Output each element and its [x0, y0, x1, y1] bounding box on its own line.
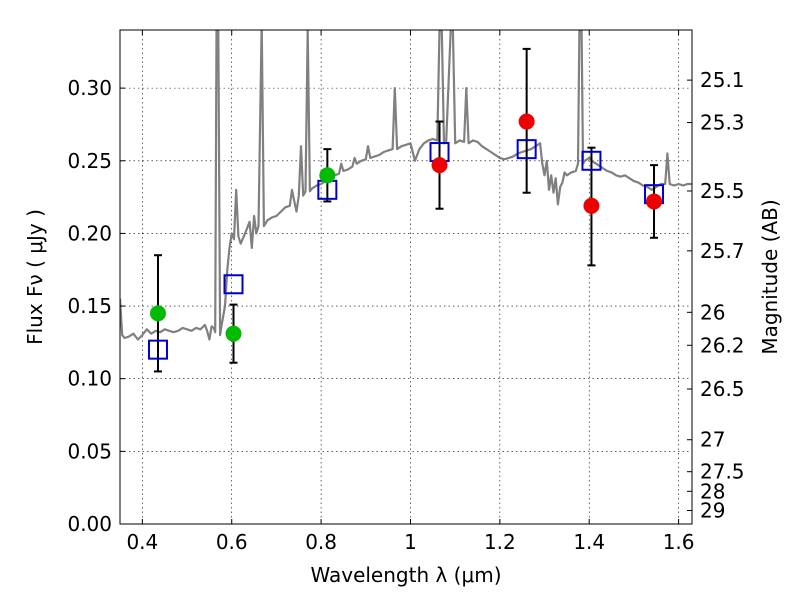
mag-tick-label: 26.2 — [700, 333, 745, 357]
observed-flux-point — [149, 305, 166, 322]
observed-flux-point — [518, 113, 535, 130]
y-tick-label: 0.20 — [67, 221, 112, 245]
y-tick-label: 0.10 — [67, 367, 112, 391]
mag-tick-label: 29 — [700, 498, 725, 522]
model-photometry-square — [516, 139, 537, 160]
y-tick-label: 0.25 — [67, 149, 112, 173]
x-tick-label: 1.6 — [663, 530, 695, 554]
axes: 0.4 0.6 0.8 1 1.2 1.4 1.6 0.00 0.05 0.10 0.15 0.20 0… — [67, 30, 745, 554]
observed-flux-point — [583, 197, 600, 214]
x-tick-label: 1.4 — [573, 530, 605, 554]
grid — [120, 30, 692, 525]
observed-flux-point — [225, 325, 242, 342]
mag-tick-label: 28 — [700, 479, 725, 503]
x-tick-label: 0.6 — [216, 530, 248, 554]
mag-tick-label: 26.5 — [700, 377, 745, 401]
y-tick-label: 0.30 — [67, 76, 112, 100]
y-tick-label: 0.15 — [67, 294, 112, 318]
mag-tick-label: 25.5 — [700, 179, 745, 203]
spectrum-line — [120, 30, 692, 341]
mag-tick-label: 27.5 — [700, 460, 745, 484]
x-tick-label: 1 — [404, 530, 417, 554]
mag-tick-label: 25.7 — [700, 239, 745, 263]
x-tick-label: 1.2 — [484, 530, 516, 554]
observed-flux-point — [646, 193, 663, 210]
mag-tick-label: 27 — [700, 428, 725, 452]
plot-data — [120, 30, 692, 373]
observed-flux-point — [319, 167, 336, 184]
x-tick-label: 0.4 — [126, 530, 158, 554]
x-tick-label: 0.8 — [305, 530, 337, 554]
mag-tick-label: 25.1 — [700, 68, 745, 92]
x-axis-title: Wavelength λ (μm) — [310, 563, 501, 587]
mag-tick-label: 25.3 — [700, 111, 745, 135]
model-photometry-square — [581, 150, 602, 171]
plot-frame — [119, 29, 693, 525]
observed-flux-point — [431, 157, 448, 174]
model-photometry-square — [147, 339, 168, 360]
model-photometry-square — [223, 274, 244, 295]
y2-axis-title: Magnitude (AB) — [758, 199, 782, 354]
y-axis-title: Flux Fν ( μJy ) — [23, 209, 47, 345]
y-tick-label: 0.05 — [67, 439, 112, 463]
y-tick-label: 0.00 — [67, 512, 112, 536]
mag-tick-label: 26 — [700, 300, 725, 324]
